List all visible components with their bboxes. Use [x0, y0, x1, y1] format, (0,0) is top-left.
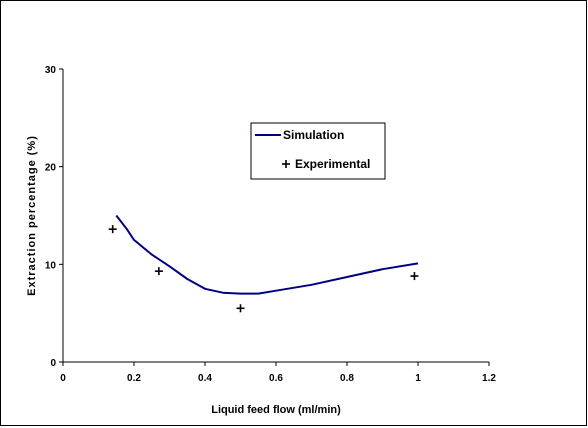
y-axis-title: Extraction percentage (%) [26, 135, 38, 296]
experimental-point [154, 267, 163, 276]
legend-label-experimental: Experimental [295, 157, 370, 171]
x-tick-label: 0.6 [269, 373, 283, 384]
legend-label-simulation: Simulation [283, 128, 344, 142]
x-ticks: 0 0.2 0.4 0.6 0.8 1 1.2 [60, 362, 496, 384]
experimental-point [236, 304, 245, 313]
simulation-line [115, 214, 419, 295]
y-tick-label: 30 [45, 65, 57, 76]
x-tick-label: 0 [60, 373, 66, 384]
legend-box [250, 122, 386, 180]
y-tick-label: 10 [45, 260, 57, 271]
y-ticks: 0 10 20 30 [45, 65, 63, 369]
legend-swatch-experimental [282, 160, 290, 168]
experimental-point [410, 272, 419, 281]
x-tick-label: 0.8 [340, 373, 354, 384]
plot-area [108, 214, 419, 313]
experimental-point [108, 225, 117, 234]
axes [62, 69, 489, 363]
x-tick-label: 0.2 [127, 373, 141, 384]
x-tick-label: 1.2 [482, 373, 496, 384]
x-axis-title: Liquid feed flow (ml/min) [211, 404, 341, 416]
x-tick-label: 0.4 [198, 373, 212, 384]
y-tick-label: 0 [50, 358, 56, 369]
legend: Simulation Experimental [250, 122, 386, 180]
x-tick-label: 1 [415, 373, 421, 384]
y-tick-label: 20 [45, 163, 57, 174]
